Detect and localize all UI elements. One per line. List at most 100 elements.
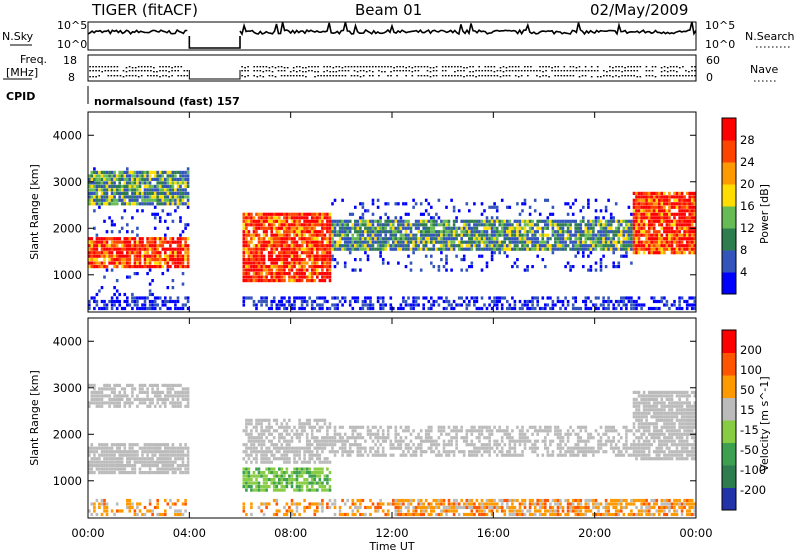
power-cell [592, 230, 595, 233]
power-cell [405, 248, 408, 251]
power-cell [101, 178, 104, 181]
velocity-cell [169, 457, 172, 460]
colorbar-tick-label: 28 [740, 133, 755, 147]
power-cell [177, 195, 180, 198]
power-cell [557, 230, 560, 233]
power-cell [673, 199, 676, 202]
power-cell [169, 185, 172, 188]
power-cell [113, 174, 116, 177]
power-cell [681, 241, 684, 244]
freq-dot [171, 70, 173, 71]
power-cell [159, 265, 162, 268]
freq-dot [181, 66, 183, 67]
velocity-cell [255, 426, 258, 429]
power-cell [663, 209, 666, 212]
power-cell [542, 237, 545, 240]
power-cell [425, 296, 428, 299]
freq-dot [165, 75, 167, 76]
power-cell [136, 272, 139, 275]
power-cell [255, 258, 258, 261]
velocity-cell [156, 391, 159, 394]
velocity-cell [293, 513, 296, 516]
power-cell [547, 303, 550, 306]
velocity-cell [167, 464, 170, 467]
power-cell [134, 178, 137, 181]
power-cell [648, 244, 651, 247]
power-cell [144, 185, 147, 188]
power-cell [590, 244, 593, 247]
power-cell [506, 227, 509, 230]
power-cell [278, 251, 281, 254]
power-cell [645, 192, 648, 195]
power-cell [491, 255, 494, 258]
velocity-cell [296, 461, 299, 464]
power-cell [460, 258, 463, 261]
velocity-cell [141, 513, 144, 516]
velocity-cell [268, 440, 271, 443]
velocity-cell [296, 475, 299, 478]
power-cell [686, 237, 689, 240]
velocity-cell [296, 502, 299, 505]
power-cell [349, 237, 352, 240]
power-cell [688, 202, 691, 205]
velocity-cell [116, 509, 119, 512]
freq-dot [679, 67, 681, 68]
power-cell [443, 265, 446, 268]
power-cell [395, 241, 398, 244]
power-cell [580, 227, 583, 230]
power-cell [301, 300, 304, 303]
power-cell [255, 223, 258, 226]
freq-dot [168, 71, 170, 72]
power-cell [291, 213, 294, 216]
power-cell [278, 234, 281, 237]
power-cell [372, 241, 375, 244]
power-cell [506, 234, 509, 237]
power-cell [402, 244, 405, 247]
power-cell [585, 227, 588, 230]
power-cell [552, 223, 555, 226]
power-cell [136, 296, 139, 299]
power-cell [536, 230, 539, 233]
power-cell [610, 227, 613, 230]
power-cell [281, 251, 284, 254]
velocity-cell [96, 401, 99, 404]
power-cell [329, 244, 332, 247]
power-cell [615, 230, 618, 233]
power-cell [473, 296, 476, 299]
power-cell [443, 241, 446, 244]
velocity-cell [93, 384, 96, 387]
velocity-cell [159, 457, 162, 460]
freq-dot [454, 75, 456, 76]
power-cell [146, 251, 149, 254]
velocity-cell [149, 468, 152, 471]
power-cell [182, 188, 185, 191]
power-cell [172, 178, 175, 181]
power-cell [177, 296, 180, 299]
velocity-cell [106, 461, 109, 464]
freq-dot [609, 70, 611, 71]
power-cell [428, 300, 431, 303]
power-cell [179, 171, 182, 174]
velocity-cell [243, 475, 246, 478]
velocity-cell [303, 450, 306, 453]
power-cell [466, 230, 469, 233]
power-cell [329, 216, 332, 219]
power-cell [96, 300, 99, 303]
power-cell [486, 262, 489, 265]
velocity-cell [308, 440, 311, 443]
power-cell [615, 227, 618, 230]
power-cell [600, 265, 603, 268]
power-cell [326, 258, 329, 261]
power-cell [154, 303, 157, 306]
velocity-cell [253, 447, 256, 450]
power-cell [283, 241, 286, 244]
freq-dot [664, 70, 666, 71]
power-cell [448, 300, 451, 303]
power-cell [129, 303, 132, 306]
power-cell [187, 237, 190, 240]
power-cell [640, 307, 643, 310]
power-cell [501, 303, 504, 306]
power-cell [455, 234, 458, 237]
velocity-cell [286, 454, 289, 457]
power-cell [331, 255, 334, 258]
